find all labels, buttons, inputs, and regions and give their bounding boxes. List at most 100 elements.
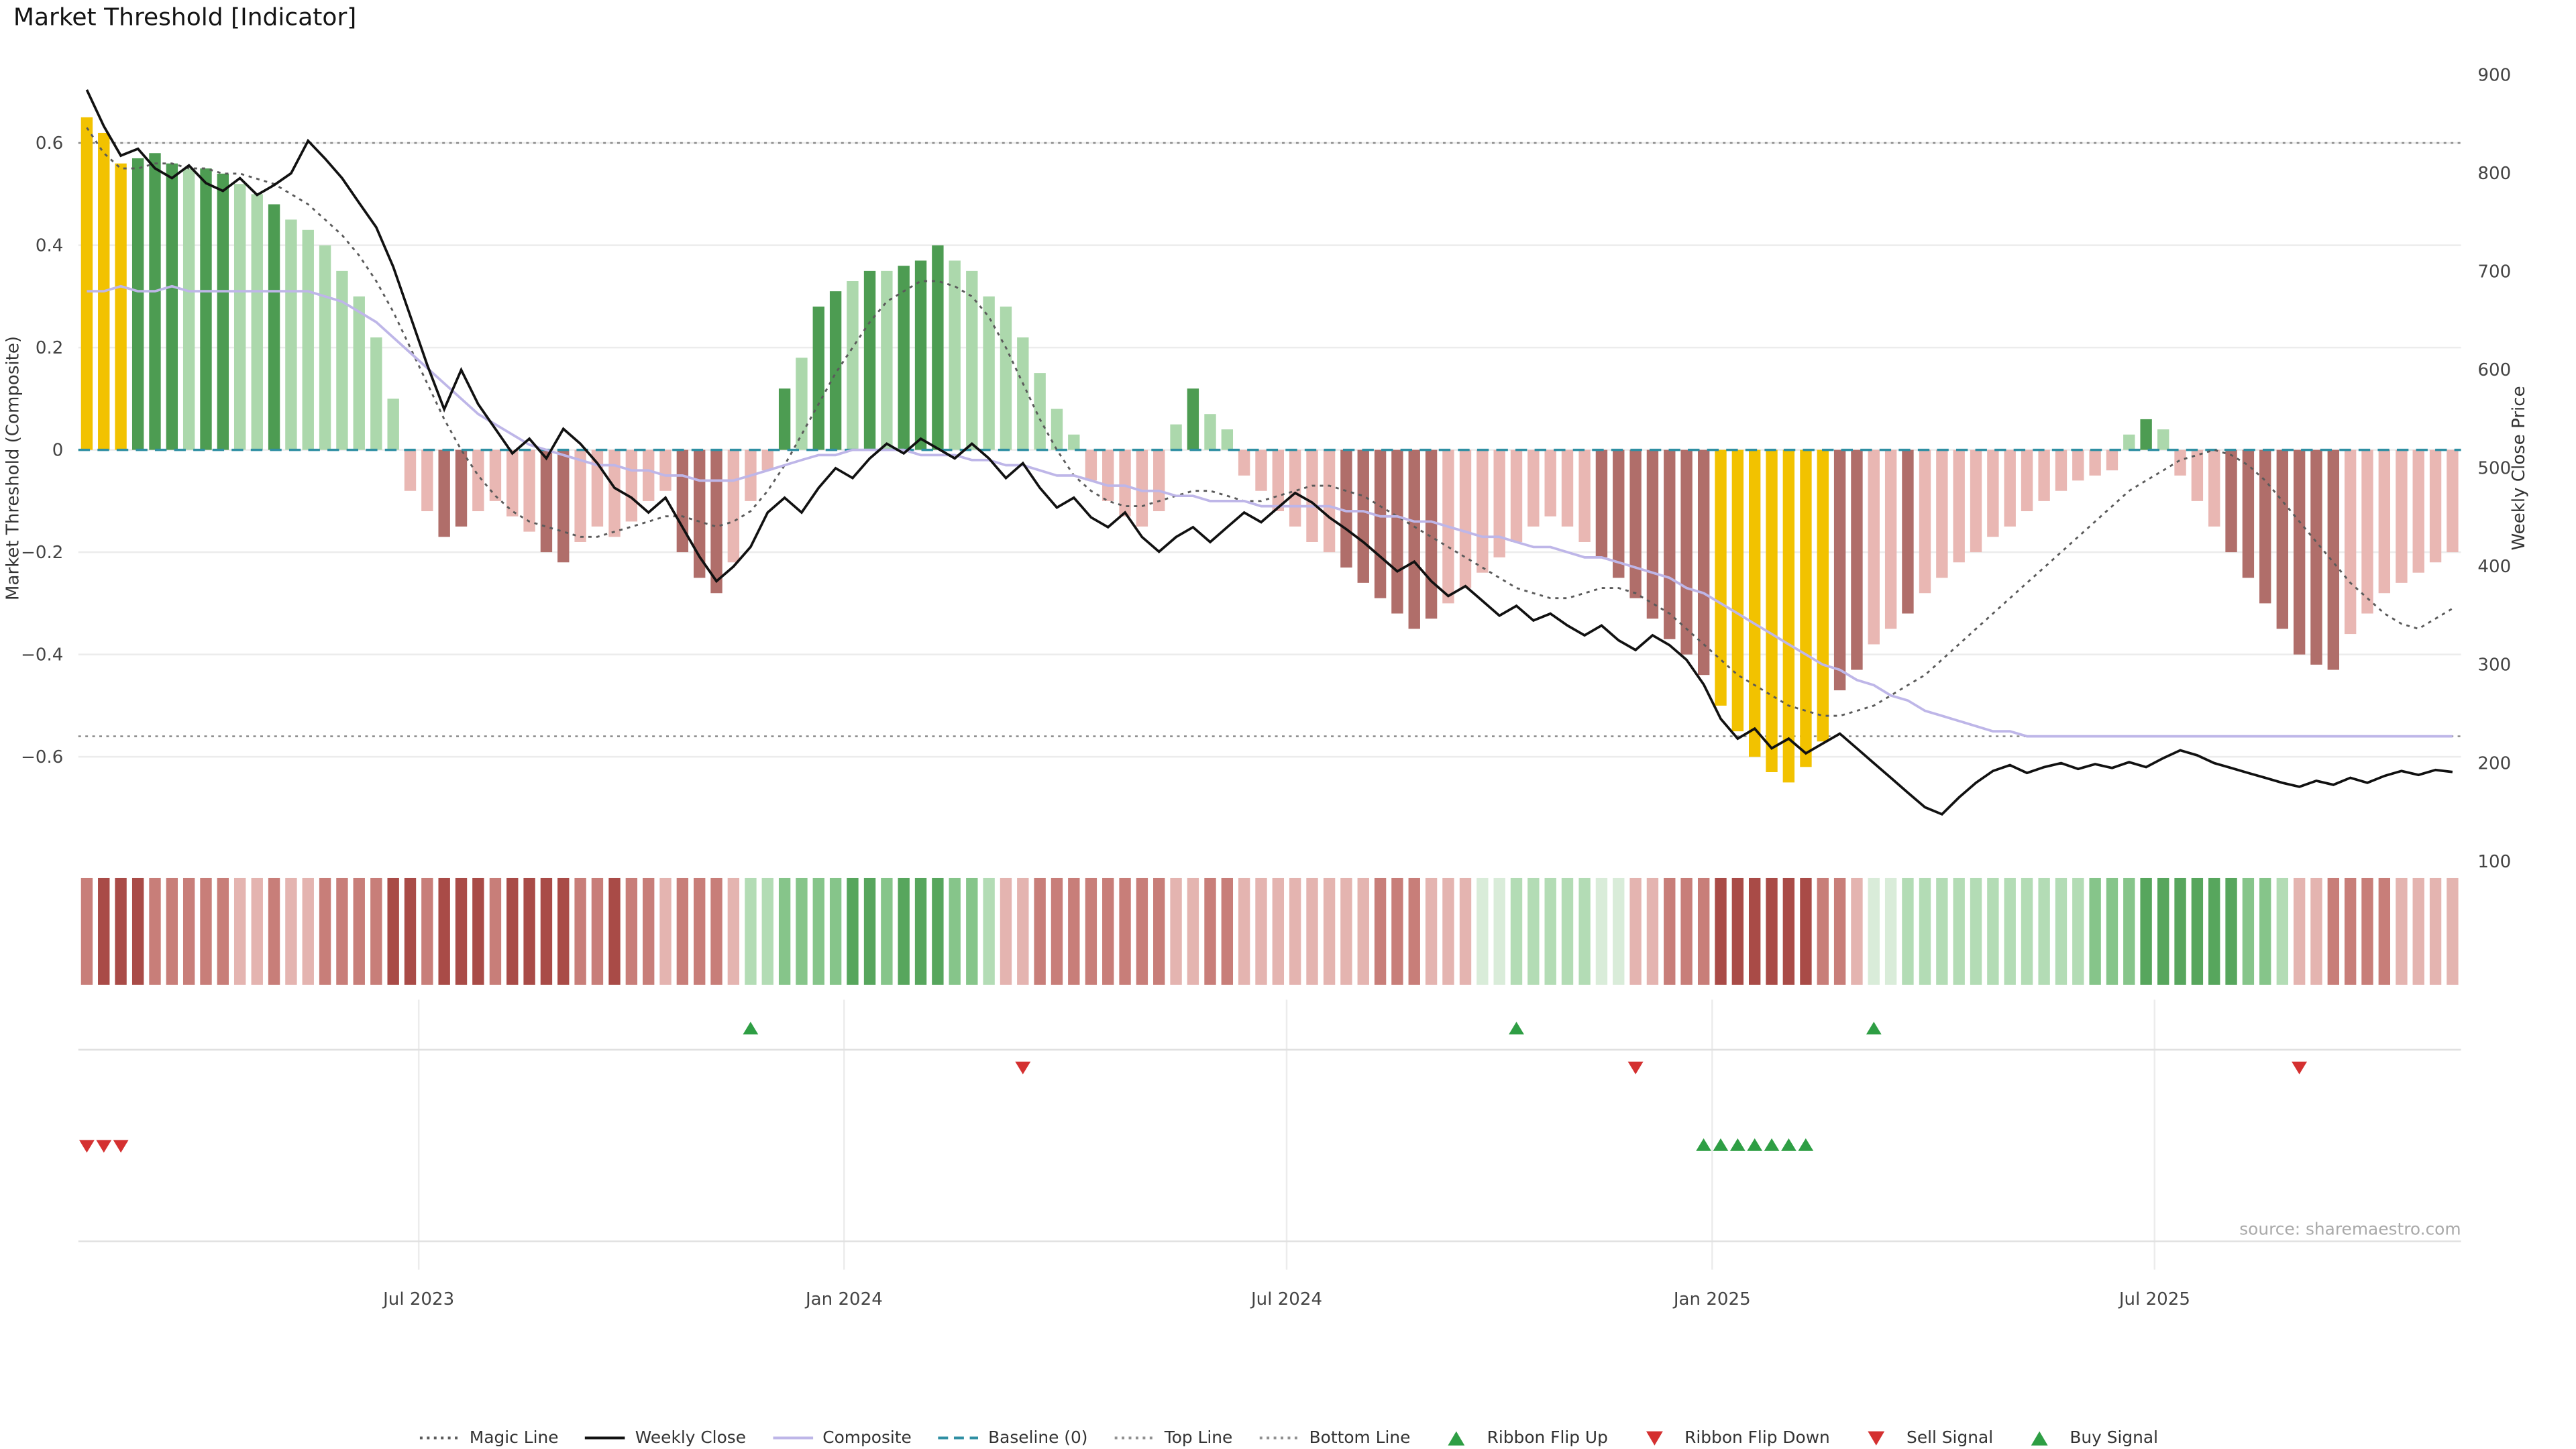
ribbon-cell [2327, 877, 2340, 985]
ribbon-cell [1204, 877, 1216, 985]
ribbon-cell [643, 877, 655, 985]
threshold-bar [1000, 307, 1012, 450]
threshold-bar [336, 270, 348, 450]
ribbon-cell [2447, 877, 2459, 985]
threshold-bar [1970, 449, 1982, 553]
threshold-bar [914, 260, 927, 450]
threshold-bar [131, 158, 144, 450]
ribbon-cell [1544, 877, 1556, 985]
ribbon-cell [1731, 877, 1744, 985]
down-triangle-marker [78, 1140, 95, 1153]
ribbon-cell [2208, 877, 2220, 985]
weekly-close-line [85, 89, 2453, 816]
right-axis-tick: 100 [2477, 852, 2511, 872]
ribbon-cell [1323, 877, 1336, 985]
down-triangle-marker [1627, 1061, 1644, 1075]
left-axis-tick: −0.2 [21, 543, 63, 563]
threshold-bar [1204, 414, 1216, 450]
threshold-bar [1323, 449, 1336, 553]
legend-swatch-solid [772, 1436, 813, 1440]
ribbon-cell [1680, 877, 1693, 985]
threshold-bar [1289, 449, 1301, 527]
threshold-bar [659, 449, 672, 491]
ribbon-cell [1408, 877, 1420, 985]
threshold-bar [1544, 449, 1556, 517]
ribbon-cell [489, 877, 502, 985]
ribbon-cell [1017, 877, 1029, 985]
ribbon-cell [1782, 877, 1795, 985]
threshold-bar [1731, 449, 1744, 732]
threshold-bar [404, 449, 417, 491]
legend-label: Ribbon Flip Down [1684, 1428, 1830, 1448]
ribbon-cell [1936, 877, 1948, 985]
threshold-bar [472, 449, 484, 512]
threshold-bar [1153, 449, 1165, 512]
ribbon-cell [2378, 877, 2391, 985]
ribbon-strip [80, 877, 2459, 985]
threshold-bar [2225, 449, 2237, 553]
threshold-bar [1238, 449, 1250, 476]
threshold-bar [489, 449, 502, 501]
threshold-bar [1068, 434, 1080, 450]
threshold-bar [710, 449, 722, 594]
threshold-bar [676, 449, 689, 553]
ribbon-cell [949, 877, 961, 985]
ribbon-cell [115, 877, 127, 985]
ribbon-cell [166, 877, 178, 985]
threshold-bar [2396, 449, 2408, 583]
threshold-bar [1919, 449, 1931, 594]
up-triangle-marker [1747, 1138, 1763, 1151]
ribbon-cell [608, 877, 621, 985]
ribbon-cell [2293, 877, 2306, 985]
threshold-bar [2429, 449, 2442, 563]
threshold-bar [200, 168, 212, 450]
ribbon-cell [438, 877, 450, 985]
ribbon-cell [319, 877, 331, 985]
ribbon-cell [131, 877, 144, 985]
threshold-bar [2310, 449, 2322, 665]
threshold-bar [863, 270, 876, 450]
ribbon-cell [1306, 877, 1318, 985]
ribbon-cell [98, 877, 110, 985]
threshold-bar [1833, 449, 1846, 691]
legend-swatch-dotted [419, 1436, 460, 1440]
threshold-bar [1664, 449, 1676, 639]
left-axis-tick: 0.4 [36, 235, 63, 256]
legend-label: Buy Signal [2070, 1428, 2159, 1448]
ribbon-cell [1595, 877, 1608, 985]
right-axis-tick: 400 [2477, 557, 2511, 577]
ribbon-cell [2004, 877, 2016, 985]
ribbon-cell [268, 877, 280, 985]
legend-label: Top Line [1164, 1428, 1233, 1448]
ribbon-cell [217, 877, 229, 985]
threshold-bar [2140, 419, 2152, 450]
ribbon-cell [2191, 877, 2204, 985]
legend-item: Baseline (0) [936, 1428, 1087, 1448]
ribbon-cell [1766, 877, 1778, 985]
ribbon-cell [778, 877, 791, 985]
ribbon-cell [863, 877, 876, 985]
ribbon-cell [1068, 877, 1080, 985]
threshold-bar [1306, 449, 1318, 542]
ribbon-cell [1425, 877, 1438, 985]
left-axis-title: Market Threshold (Composite) [3, 336, 23, 600]
threshold-bar [2004, 449, 2016, 527]
right-axis-tick: 600 [2477, 360, 2511, 380]
threshold-bar [1170, 424, 1182, 450]
right-axis-tick: 500 [2477, 459, 2511, 479]
threshold-bar [285, 219, 297, 450]
left-axis-tick: −0.6 [21, 747, 63, 767]
ribbon-cell [1748, 877, 1761, 985]
threshold-bar [1493, 449, 1505, 557]
right-axis-tick: 300 [2477, 655, 2511, 676]
threshold-bar [778, 388, 791, 450]
threshold-bar [1510, 449, 1523, 542]
ribbon-cell [1391, 877, 1403, 985]
threshold-bar [1391, 449, 1403, 614]
threshold-bar [1034, 373, 1046, 450]
up-triangle-marker [1713, 1138, 1729, 1151]
legend-swatch-dotted [1259, 1436, 1299, 1440]
legend-item: Ribbon Flip Up [1436, 1428, 1608, 1448]
up-triangle-marker [1696, 1138, 1712, 1151]
threshold-bar [1187, 388, 1199, 450]
